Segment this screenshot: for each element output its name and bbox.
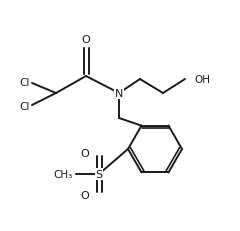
Text: O: O [80,148,89,158]
Text: CH₃: CH₃ [54,169,73,179]
Text: Cl: Cl [20,102,30,112]
Text: Cl: Cl [20,78,30,88]
Text: O: O [82,35,90,45]
Text: S: S [96,169,102,179]
Text: O: O [80,190,89,200]
Text: OH: OH [194,75,210,85]
Text: N: N [115,89,123,99]
